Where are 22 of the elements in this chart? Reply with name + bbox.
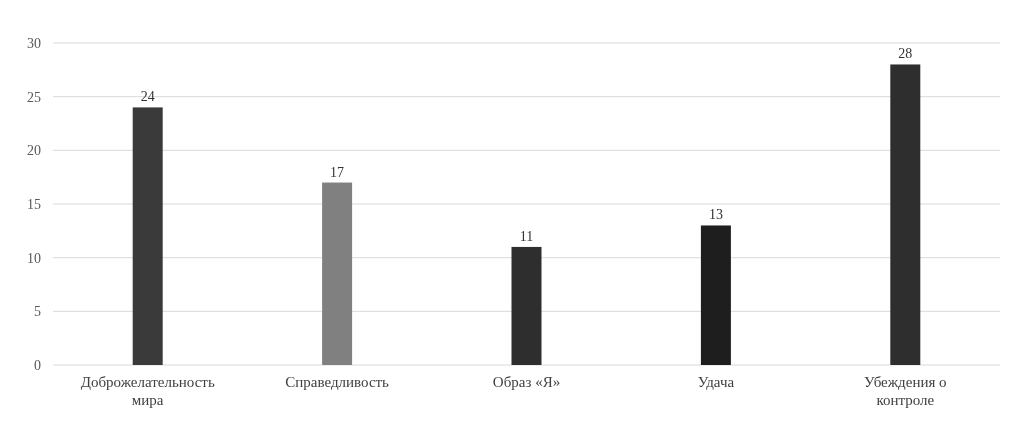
y-tick-label: 30 [27, 35, 41, 51]
data-label: 13 [708, 207, 723, 223]
bar [511, 246, 542, 365]
data-label: 24 [140, 89, 155, 105]
y-tick-label: 15 [27, 196, 41, 212]
data-label: 11 [519, 228, 534, 244]
bar [890, 64, 921, 365]
x-tick-label: Справедливость [285, 374, 390, 390]
y-tick-label: 5 [34, 304, 41, 320]
x-tick-label: Убеждения о контроле [863, 374, 947, 408]
y-tick-label: 0 [34, 357, 41, 373]
bar [132, 107, 163, 365]
data-label: 17 [330, 164, 345, 180]
bar [700, 225, 731, 365]
x-tick-label: Удача [697, 374, 735, 390]
data-label: 28 [898, 46, 913, 62]
y-tick-label: 25 [27, 89, 41, 105]
y-tick-label: 20 [27, 143, 41, 159]
y-tick-label: 10 [27, 250, 41, 266]
bar [322, 182, 353, 365]
x-tick-label: Доброжелательность мира [80, 374, 215, 408]
x-tick-label: Образ «Я» [492, 374, 561, 390]
